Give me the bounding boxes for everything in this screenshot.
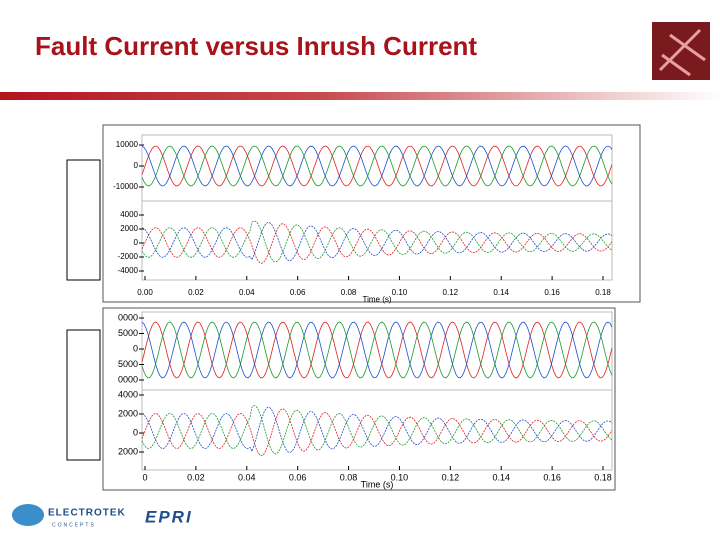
- x-tick-label: 0.10: [391, 472, 409, 482]
- x-tick-label: 0.02: [188, 288, 204, 297]
- x-tick-label: 0.06: [290, 288, 306, 297]
- y-tick-label: 0: [134, 238, 139, 247]
- x-tick-label: 0.18: [595, 288, 611, 297]
- y-tick-label: 2000: [120, 224, 138, 233]
- x-tick-label: 0.10: [392, 288, 408, 297]
- x-tick-label: 0.16: [543, 472, 561, 482]
- waveform: [141, 221, 613, 262]
- x-axis-label: Time (s): [362, 295, 391, 304]
- epri-logo: EPRI: [145, 507, 193, 526]
- x-tick-label: 0.16: [544, 288, 560, 297]
- x-axis-label: Time (s): [361, 479, 394, 489]
- y-tick-label: -4000: [118, 266, 139, 275]
- waveform: [141, 405, 613, 455]
- y-tick-label: 10000: [116, 140, 139, 149]
- y-tick-label: 0: [133, 343, 138, 353]
- x-tick-label: 0.14: [493, 288, 509, 297]
- waveform: [141, 220, 613, 263]
- x-tick-label: 0.08: [340, 472, 358, 482]
- y-tick-label: 5000: [118, 359, 138, 369]
- y-tick-label: 0000: [118, 312, 138, 322]
- plot-frame: [102, 124, 641, 303]
- slide-title: Fault Current versus Inrush Current: [35, 31, 477, 61]
- x-tick-label: 0.00: [137, 288, 153, 297]
- x-tick-label: 0.18: [594, 472, 612, 482]
- x-tick-label: 0.06: [289, 472, 307, 482]
- x-tick-label: 0.14: [492, 472, 510, 482]
- y-tick-label: 2000: [118, 446, 138, 456]
- y-tick-label: 2000: [118, 408, 138, 418]
- x-tick-label: 0.02: [187, 472, 205, 482]
- x-tick-label: 0.08: [341, 288, 357, 297]
- y-tick-label: 5000: [118, 328, 138, 338]
- x-tick-label: 0.12: [442, 472, 460, 482]
- waveform: [141, 321, 613, 379]
- y-tick-label: 0: [133, 427, 138, 437]
- title-bar: [0, 92, 720, 100]
- side-box: [66, 159, 101, 281]
- waveform: [141, 145, 613, 187]
- plot-area: [141, 134, 613, 281]
- y-tick-label: -2000: [118, 252, 139, 261]
- x-tick-label: 0.12: [443, 288, 459, 297]
- x-tick-label: 0: [142, 472, 147, 482]
- y-tick-label: 4000: [118, 389, 138, 399]
- logo-text: ELECTROTEK: [48, 508, 126, 519]
- plot-frame: [102, 307, 616, 491]
- x-tick-label: 0.04: [239, 288, 255, 297]
- waveform: [141, 145, 613, 187]
- waveform: [141, 145, 613, 187]
- waveform: [141, 223, 613, 264]
- corner-logo: [652, 22, 710, 80]
- plot-area: [141, 311, 613, 471]
- electrotek-logo: ELECTROTEK CONCEPTS: [12, 504, 126, 528]
- waveform: [141, 321, 613, 379]
- waveform: [141, 408, 613, 457]
- waveform: [141, 406, 613, 453]
- y-tick-label: 0000: [118, 374, 138, 384]
- y-tick-label: 0: [134, 161, 139, 170]
- logo-subtext: CONCEPTS: [52, 522, 96, 528]
- waveform: [141, 321, 613, 379]
- y-tick-label: 4000: [120, 210, 138, 219]
- x-tick-label: 0.04: [238, 472, 256, 482]
- side-box: [66, 329, 101, 461]
- y-tick-label: -10000: [113, 182, 138, 191]
